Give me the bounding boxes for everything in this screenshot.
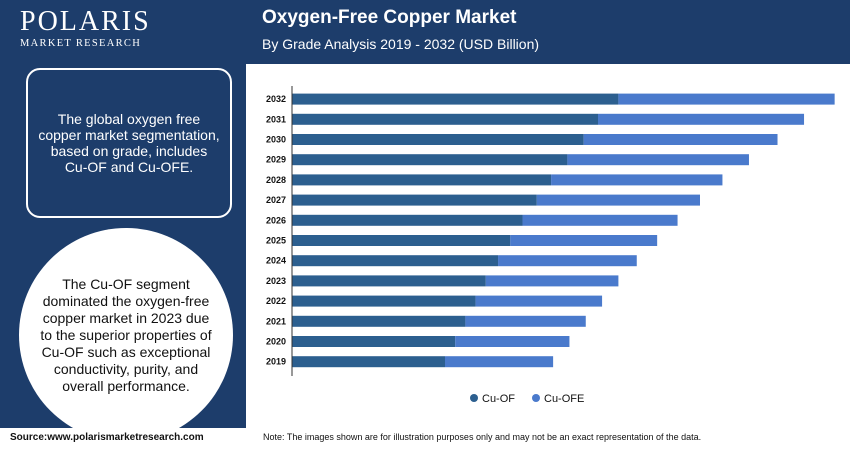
bar-cu-of-2026 xyxy=(292,214,523,226)
bar-cu-ofe-2031 xyxy=(598,113,805,125)
y-tick-label-2022: 2022 xyxy=(266,296,286,306)
legend: Cu-OF Cu-OFE xyxy=(470,393,584,405)
bar-cu-ofe-2032 xyxy=(618,93,835,105)
bar-cu-ofe-2029 xyxy=(567,154,749,166)
y-tick-label-2025: 2025 xyxy=(266,236,286,246)
bar-cu-ofe-2028 xyxy=(551,174,723,186)
footer-band xyxy=(0,428,850,450)
logo-tagline: MARKET RESEARCH xyxy=(20,38,142,49)
y-tick-label-2031: 2031 xyxy=(266,114,286,124)
bar-cu-of-2024 xyxy=(292,255,499,267)
bars-group: 2032 2031 2030 2029 2028 2027 2026 2025 2024 2023… xyxy=(266,93,835,368)
bar-cu-ofe-2026 xyxy=(522,214,678,226)
legend-marker-cu-of xyxy=(470,394,478,402)
bar-cu-of-2027 xyxy=(292,194,537,206)
y-tick-label-2028: 2028 xyxy=(266,175,286,185)
bar-cu-of-2019 xyxy=(292,356,445,368)
note-text: Note: The images shown are for illustrat… xyxy=(263,432,702,442)
chart-subtitle: By Grade Analysis 2019 - 2032 (USD Billi… xyxy=(262,36,540,52)
bar-cu-of-2031 xyxy=(292,113,598,125)
bar-cu-ofe-2030 xyxy=(583,134,778,145)
bar-cu-of-2022 xyxy=(292,295,476,307)
y-tick-label-2024: 2024 xyxy=(266,256,286,266)
logo-name: POLARIS xyxy=(20,6,151,37)
legend-label-cu-ofe: Cu-OFE xyxy=(544,393,584,405)
chart-title: Oxygen-Free Copper Market xyxy=(262,7,517,28)
bar-cu-ofe-2019 xyxy=(445,356,554,368)
bar-cu-of-2029 xyxy=(292,154,568,166)
bar-cu-ofe-2020 xyxy=(455,336,570,347)
bar-cu-of-2023 xyxy=(292,275,486,287)
source-text: Source:www.polarismarketresearch.com xyxy=(10,432,204,443)
y-tick-label-2029: 2029 xyxy=(266,155,286,165)
highlight-circle: The Cu-OF segment dominated the oxygen-f… xyxy=(19,228,233,442)
bar-cu-ofe-2021 xyxy=(465,315,586,327)
legend-marker-cu-ofe xyxy=(532,394,540,402)
bar-cu-ofe-2023 xyxy=(485,275,619,287)
y-tick-label-2026: 2026 xyxy=(266,215,286,225)
bar-cu-ofe-2025 xyxy=(510,235,658,246)
y-tick-label-2027: 2027 xyxy=(266,195,286,205)
bar-cu-of-2032 xyxy=(292,93,619,105)
bar-cu-ofe-2027 xyxy=(536,194,700,206)
y-tick-label-2020: 2020 xyxy=(266,337,286,347)
y-tick-label-2021: 2021 xyxy=(266,316,286,326)
y-tick-label-2019: 2019 xyxy=(266,357,286,367)
bar-cu-of-2028 xyxy=(292,174,552,186)
bar-cu-ofe-2022 xyxy=(475,295,603,307)
bar-cu-of-2025 xyxy=(292,235,511,246)
segmentation-info-text: The global oxygen free copper market seg… xyxy=(38,111,220,175)
y-tick-label-2030: 2030 xyxy=(266,135,286,145)
segmentation-info-box: The global oxygen free copper market seg… xyxy=(26,68,232,218)
bar-cu-ofe-2024 xyxy=(498,255,637,267)
polaris-logo: POLARIS MARKET RESEARCH xyxy=(18,6,188,52)
highlight-text: The Cu-OF segment dominated the oxygen-f… xyxy=(40,275,212,394)
y-tick-label-2032: 2032 xyxy=(266,94,286,104)
bar-cu-of-2021 xyxy=(292,315,466,327)
stacked-bar-chart: 2032 2031 2030 2029 2028 2027 2026 2025 2024 2023… xyxy=(266,86,835,405)
bar-cu-of-2030 xyxy=(292,134,584,145)
legend-label-cu-of: Cu-OF xyxy=(482,393,515,405)
bar-cu-of-2020 xyxy=(292,336,456,347)
y-tick-label-2023: 2023 xyxy=(266,276,286,286)
